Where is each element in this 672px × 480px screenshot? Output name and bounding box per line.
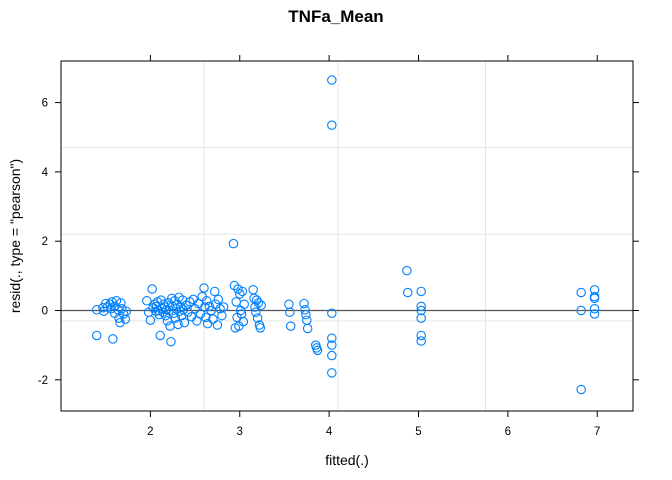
data-point (300, 305, 310, 315)
data-point (256, 300, 266, 311)
data-point (327, 333, 337, 343)
data-point (118, 309, 129, 319)
y-tick-label: 0 (42, 306, 48, 318)
data-point (327, 75, 337, 85)
y-tick-label: -2 (38, 375, 48, 387)
y-tick-label: 4 (42, 167, 49, 179)
data-point (206, 305, 216, 316)
data-point (218, 302, 229, 312)
data-point (312, 345, 323, 356)
data-points (92, 75, 600, 395)
data-point (115, 317, 125, 328)
data-point (589, 304, 600, 314)
data-point (92, 305, 102, 315)
data-point (248, 284, 258, 295)
x-tick-label: 5 (415, 426, 421, 438)
data-point (111, 296, 122, 306)
data-point (589, 309, 600, 319)
data-point (301, 309, 311, 320)
data-point (237, 286, 248, 297)
x-axis: 2 3 4 5 6 7 (147, 55, 600, 438)
data-point (117, 304, 127, 314)
data-point (235, 289, 245, 299)
data-point (252, 313, 263, 323)
data-point (170, 313, 181, 323)
data-point (208, 314, 218, 324)
data-point (212, 320, 223, 330)
data-point (178, 305, 189, 315)
data-point (416, 336, 426, 346)
data-point (204, 301, 215, 312)
x-tick-label: 2 (147, 426, 153, 438)
data-point (327, 368, 337, 378)
data-point (416, 301, 426, 312)
data-point (403, 287, 413, 298)
data-point (402, 265, 412, 276)
data-point (166, 336, 176, 347)
grid-lines (61, 61, 633, 411)
data-point (416, 330, 426, 341)
data-point (253, 298, 264, 308)
data-point (416, 305, 426, 316)
data-point (299, 298, 309, 309)
data-point (165, 321, 175, 331)
data-point (238, 316, 249, 327)
data-point (416, 286, 426, 297)
data-point (147, 284, 157, 294)
data-point (327, 120, 337, 130)
data-point (213, 294, 224, 305)
data-point (416, 313, 426, 323)
x-tick-label: 3 (237, 426, 243, 438)
data-point (327, 308, 337, 319)
data-point (327, 350, 337, 361)
data-point (107, 297, 117, 307)
x-tick-label: 7 (594, 426, 600, 438)
data-point (199, 283, 209, 293)
y-tick-label: 2 (42, 236, 48, 248)
data-point (284, 299, 294, 310)
data-point (251, 307, 261, 317)
data-point (108, 334, 118, 344)
x-tick-label: 6 (505, 426, 511, 438)
data-point (285, 307, 295, 317)
data-point (181, 300, 191, 311)
data-point (195, 309, 206, 319)
data-point (576, 305, 586, 316)
data-point (576, 287, 586, 298)
data-point (228, 238, 239, 249)
data-point (231, 297, 241, 307)
data-point (116, 298, 126, 308)
data-point (173, 319, 183, 330)
plot-frame (60, 60, 634, 412)
data-point (302, 323, 313, 334)
y-tick-label: 6 (42, 98, 48, 110)
data-point (217, 310, 227, 321)
data-point (327, 340, 337, 350)
data-point (233, 284, 243, 294)
data-point (589, 293, 600, 304)
data-point (302, 315, 312, 325)
data-point (92, 330, 102, 341)
x-tick-label: 4 (326, 426, 333, 438)
data-point (142, 296, 152, 306)
data-point (155, 330, 165, 341)
data-point (201, 312, 211, 323)
chart-title: TNFa_Mean (288, 7, 383, 26)
y-axis: -2 0 2 4 6 (38, 98, 639, 387)
data-point (239, 299, 249, 310)
data-point (229, 280, 240, 291)
data-point (255, 323, 266, 333)
x-axis-label: fitted(.) (325, 452, 369, 468)
data-point (121, 306, 131, 316)
data-point (285, 321, 296, 331)
data-point (201, 296, 212, 306)
data-point (209, 286, 220, 297)
data-point (576, 384, 586, 395)
data-point (179, 317, 190, 328)
data-point (145, 315, 156, 325)
y-axis-label: resid(., type = "pearson") (7, 159, 23, 313)
